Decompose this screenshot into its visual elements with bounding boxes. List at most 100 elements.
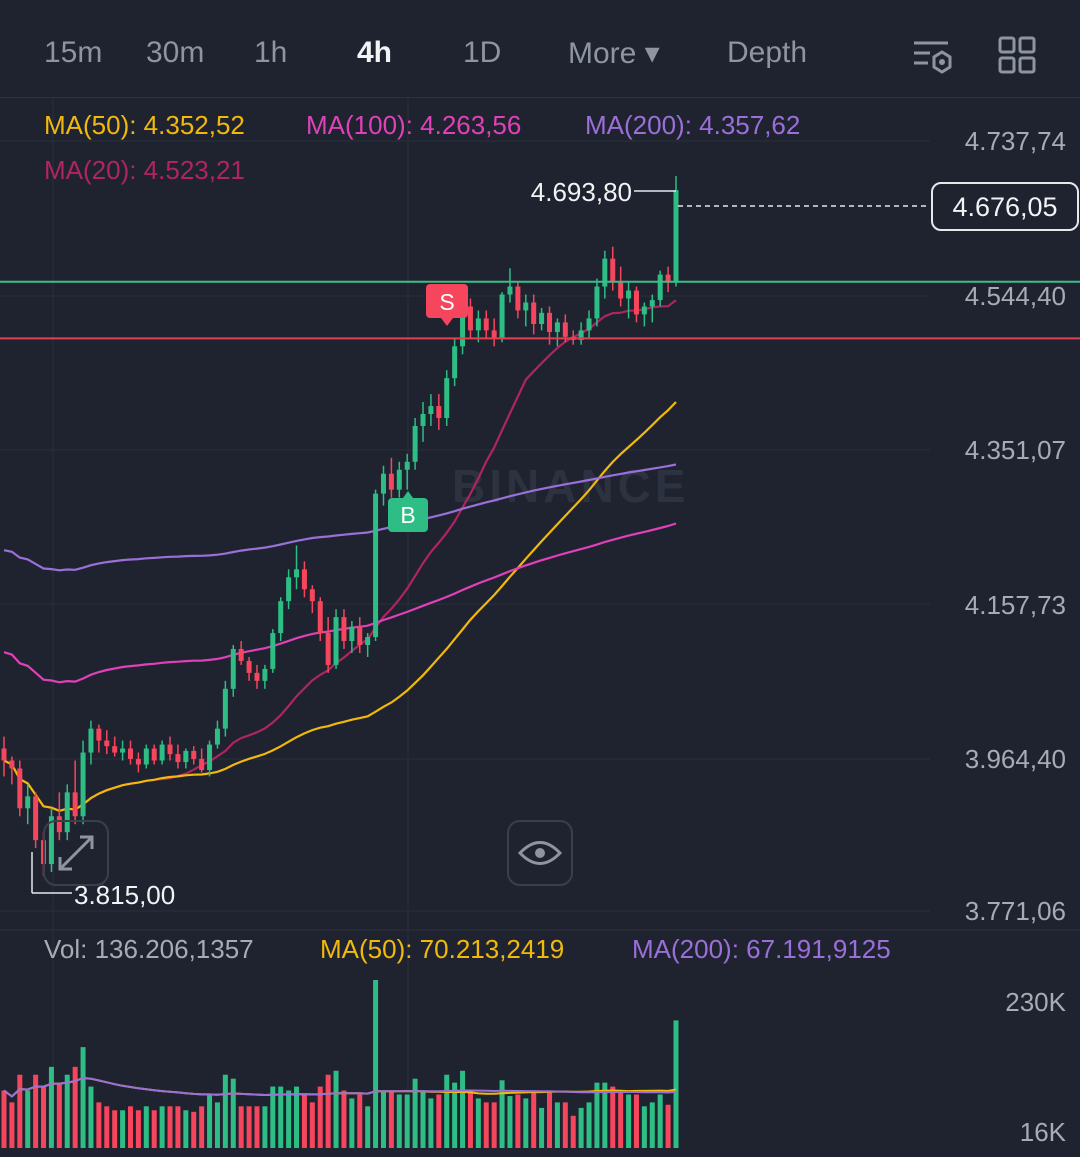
- candle-body: [48, 816, 54, 865]
- candle-series: [1, 176, 679, 876]
- volume-bar: [325, 1074, 331, 1148]
- candle-body: [657, 274, 663, 301]
- candle-body: [531, 302, 537, 324]
- candle-body: [135, 758, 141, 765]
- volume-bar: [120, 1110, 126, 1148]
- tab-1h[interactable]: 1h: [254, 36, 288, 69]
- volume-ma200-legend: MA(200): 67.191,9125: [632, 934, 891, 964]
- expand-button[interactable]: [43, 820, 109, 886]
- chart-settings-icon[interactable]: [910, 34, 954, 78]
- tab-depth[interactable]: Depth: [727, 36, 808, 69]
- volume-bar: [380, 1090, 386, 1148]
- candle-body: [420, 414, 426, 426]
- volume-bar: [199, 1106, 205, 1148]
- candle-body: [412, 425, 418, 462]
- volume-bar: [499, 1080, 505, 1148]
- ma20-line: [3, 299, 677, 812]
- buy-marker[interactable]: B: [388, 491, 428, 532]
- candle-body: [33, 796, 39, 841]
- candle-body: [183, 750, 189, 763]
- candle-body: [562, 322, 568, 337]
- volume-bar: [357, 1094, 363, 1148]
- volume-bar: [246, 1106, 252, 1148]
- candle-body: [539, 312, 545, 324]
- candle-body: [230, 648, 236, 689]
- volume-bar: [151, 1110, 157, 1148]
- candle-body: [373, 493, 379, 638]
- volume-bar: [626, 1094, 632, 1148]
- visibility-button[interactable]: [507, 820, 573, 886]
- volume-bar: [333, 1070, 339, 1148]
- volume-bar: [444, 1074, 450, 1148]
- volume-bar: [436, 1094, 442, 1148]
- sell-marker[interactable]: S: [426, 284, 468, 326]
- candle-body: [286, 577, 292, 602]
- eye-icon: [517, 841, 563, 865]
- volume-bar: [507, 1096, 513, 1148]
- moving-average-lines: [3, 299, 677, 812]
- volume-bar: [207, 1094, 213, 1148]
- volume-bar: [452, 1082, 458, 1148]
- ma50-line: [3, 401, 677, 812]
- candle-body: [396, 469, 402, 490]
- candle-body: [594, 286, 600, 319]
- volume-bar: [547, 1092, 553, 1148]
- candle-body: [143, 748, 149, 765]
- candle-body: [554, 322, 560, 332]
- timeframe-toolbar: 15m 30m 1h 4h 1D More ▾ Depth: [0, 0, 1080, 96]
- volume-bar: [270, 1086, 276, 1148]
- candle-body: [626, 290, 632, 299]
- candle-body: [254, 672, 260, 681]
- volume-bar: [657, 1094, 663, 1148]
- candle-body: [191, 750, 197, 759]
- tab-more[interactable]: More ▾: [568, 37, 660, 70]
- candle-body: [214, 728, 220, 745]
- current-price-value: 4.676,05: [952, 192, 1057, 222]
- volume-bar: [278, 1086, 284, 1148]
- volume-bar: [618, 1090, 624, 1148]
- candle-body: [452, 346, 458, 379]
- candle-body: [491, 330, 497, 339]
- volume-bar: [56, 1082, 62, 1148]
- volume-axis-tick: 16K: [1020, 1117, 1067, 1147]
- volume-bar: [1, 1090, 7, 1148]
- candle-body: [151, 748, 157, 761]
- volume-bar: [135, 1110, 141, 1148]
- price-tick: 4.351,07: [965, 435, 1066, 465]
- volume-bar: [633, 1094, 639, 1148]
- candle-body: [333, 617, 339, 665]
- volume-bar: [25, 1090, 31, 1148]
- tab-1d[interactable]: 1D: [463, 36, 502, 69]
- volume-bar: [562, 1102, 568, 1148]
- candle-body: [357, 626, 363, 646]
- volume-bar: [491, 1102, 497, 1148]
- volume-bar: [127, 1106, 133, 1148]
- tab-15m[interactable]: 15m: [44, 36, 103, 69]
- ma50-legend: MA(50): 4.352,52: [44, 110, 245, 140]
- tab-4h[interactable]: 4h: [357, 36, 393, 69]
- volume-bar: [64, 1074, 70, 1148]
- candle-body: [262, 668, 268, 681]
- volume-bar: [104, 1106, 110, 1148]
- candle-body: [80, 752, 86, 817]
- toolbar-divider: [0, 97, 1080, 98]
- candle-body: [207, 744, 213, 771]
- candle-body: [467, 306, 473, 331]
- volume-bar: [41, 1086, 47, 1148]
- candle-body: [1, 748, 7, 761]
- candle-body: [586, 318, 592, 331]
- candle-body: [222, 688, 228, 729]
- candle-body: [602, 258, 608, 287]
- candle-body: [96, 728, 102, 741]
- grid-layout-icon[interactable]: [996, 34, 1040, 78]
- current-price-tag: [931, 182, 1079, 231]
- volume-bar: [610, 1086, 616, 1148]
- tab-30m[interactable]: 30m: [146, 36, 205, 69]
- candle-body: [294, 569, 300, 578]
- volume-bar: [214, 1102, 220, 1148]
- candle-body: [104, 740, 110, 747]
- candle-body: [127, 748, 133, 759]
- buy-marker-label: B: [400, 502, 415, 528]
- chart-grid: [0, 98, 1080, 1150]
